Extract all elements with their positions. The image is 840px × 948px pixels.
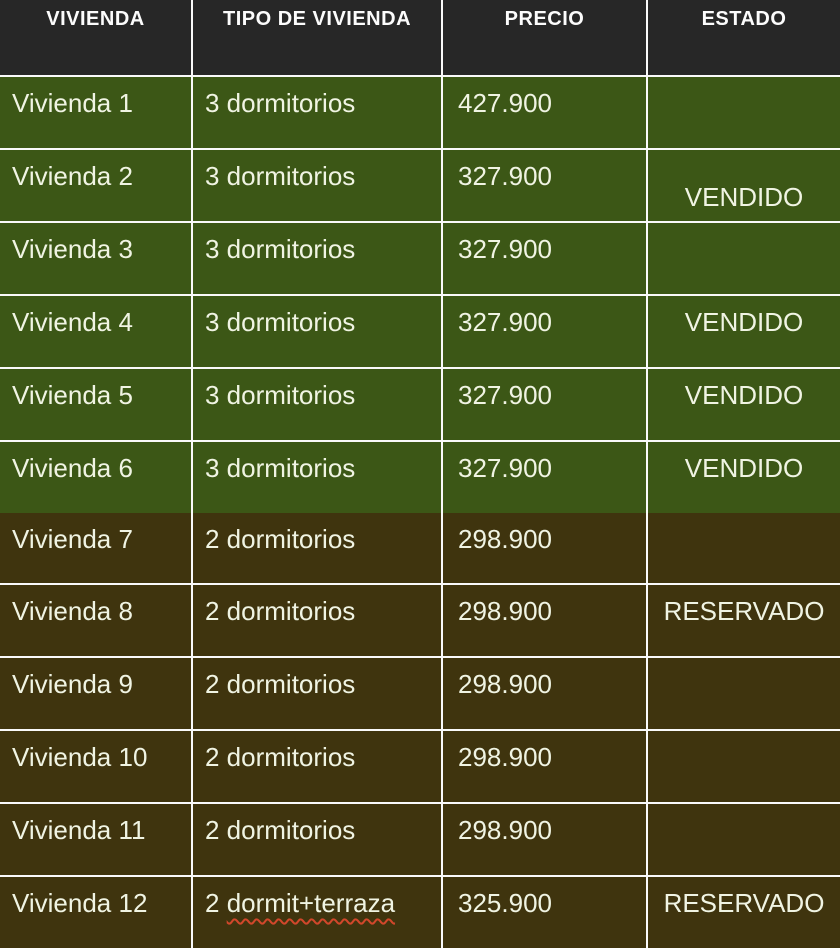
table-row: Vivienda 6 3 dormitorios 327.900 VENDIDO: [0, 439, 840, 513]
cell-tipo: 3 dormitorios: [193, 441, 443, 513]
table-row: Vivienda 1 3 dormitorios 427.900: [0, 75, 840, 148]
cell-vivienda: Vivienda 10: [0, 731, 193, 803]
header-cell-precio: PRECIO: [443, 0, 648, 75]
cell-precio: 298.900: [443, 804, 648, 876]
cell-vivienda: Vivienda 2: [0, 149, 193, 221]
cell-vivienda: Vivienda 11: [0, 804, 193, 876]
table-row: Vivienda 9 2 dormitorios 298.900: [0, 656, 840, 730]
table-row: Vivienda 10 2 dormitorios 298.900: [0, 729, 840, 803]
cell-estado: RESERVADO: [663, 888, 825, 919]
cell-tipo: 2 dormitorios: [193, 512, 443, 584]
cell-tipo: 2 dormitorios: [193, 731, 443, 803]
cell-tipo: 3 dormitorios: [193, 222, 443, 294]
cell-tipo: 3 dormitorios: [193, 77, 443, 148]
table-row: Vivienda 4 3 dormitorios 327.900 VENDIDO: [0, 293, 840, 367]
cell-precio: 327.900: [443, 222, 648, 294]
cell-precio: 325.900: [443, 877, 648, 948]
cell-tipo: 3 dormitorios: [193, 149, 443, 221]
cell-vivienda: Vivienda 3: [0, 222, 193, 294]
cell-vivienda: Vivienda 5: [0, 368, 193, 440]
table-row: Vivienda 11 2 dormitorios 298.900: [0, 802, 840, 876]
cell-estado: VENDIDO: [684, 306, 804, 337]
header-cell-vivienda: VIVIENDA: [0, 0, 193, 75]
cell-estado: [648, 77, 840, 148]
cell-estado: [648, 804, 840, 875]
cell-precio: 427.900: [443, 77, 648, 148]
cell-tipo: 2 dormitorios: [193, 658, 443, 730]
cell-precio: 327.900: [443, 368, 648, 440]
table-row: Vivienda 12 2 dormit+terraza 325.900 RES…: [0, 875, 840, 948]
header-row: VIVIENDA TIPO DE VIVIENDA PRECIO ESTADO: [0, 0, 840, 75]
cell-tipo: 2 dormit+terraza: [193, 877, 443, 948]
misspelled-word-underline: dormit+terraza: [226, 888, 396, 919]
cell-estado: [648, 513, 840, 584]
table-row: Vivienda 8 2 dormitorios 298.900 RESERVA…: [0, 583, 840, 657]
cell-precio: 327.900: [443, 295, 648, 367]
table-row: Vivienda 2 3 dormitorios 327.900 VENDIDO: [0, 147, 840, 221]
cell-estado: RESERVADO: [663, 596, 825, 627]
cell-tipo: 3 dormitorios: [193, 368, 443, 440]
cell-estado: VENDIDO: [684, 379, 804, 410]
table-row: Vivienda 7 2 dormitorios 298.900: [0, 512, 840, 584]
cell-vivienda: Vivienda 9: [0, 658, 193, 730]
cell-estado: VENDIDO: [684, 452, 804, 483]
cell-estado: VENDIDO: [684, 181, 804, 212]
cell-tipo: 2 dormitorios: [193, 585, 443, 657]
cell-vivienda: Vivienda 1: [0, 77, 193, 148]
cell-vivienda: Vivienda 8: [0, 585, 193, 657]
cell-precio: 298.900: [443, 731, 648, 803]
cell-vivienda: Vivienda 6: [0, 441, 193, 513]
cell-vivienda: Vivienda 7: [0, 512, 193, 584]
header-cell-estado: ESTADO: [701, 8, 787, 30]
cell-vivienda: Vivienda 12: [0, 877, 193, 948]
cell-tipo: 2 dormitorios: [193, 804, 443, 876]
cell-vivienda: Vivienda 4: [0, 295, 193, 367]
tipo-text: 2: [205, 888, 227, 919]
table-row: Vivienda 3 3 dormitorios 327.900: [0, 220, 840, 294]
cell-precio: 327.900: [443, 441, 648, 513]
table-row: Vivienda 5 3 dormitorios 327.900 VENDIDO: [0, 366, 840, 440]
cell-estado: [648, 658, 840, 729]
cell-tipo: 3 dormitorios: [193, 295, 443, 367]
cell-estado: [648, 731, 840, 802]
cell-precio: 298.900: [443, 512, 648, 584]
cell-precio: 327.900: [443, 149, 648, 221]
cell-estado: [648, 223, 840, 294]
cell-precio: 298.900: [443, 658, 648, 730]
header-cell-tipo: TIPO DE VIVIENDA: [193, 0, 443, 75]
cell-precio: 298.900: [443, 585, 648, 657]
